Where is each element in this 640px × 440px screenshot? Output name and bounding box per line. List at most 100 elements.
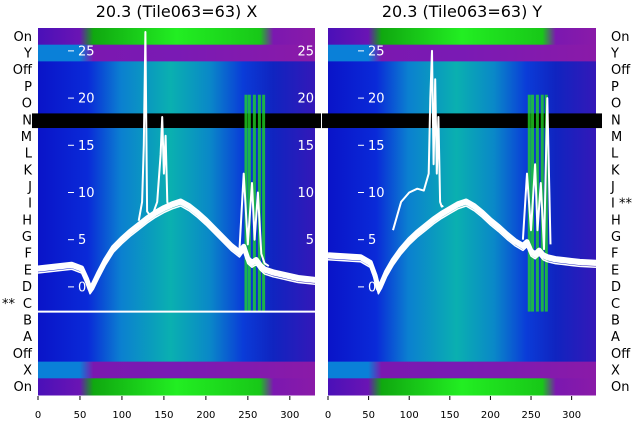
overlay-tick-label: 10 — [78, 186, 95, 201]
series-line — [327, 202, 597, 293]
masked-row — [32, 113, 321, 129]
row-label: O — [22, 97, 32, 112]
row-label: I — [611, 197, 615, 212]
row-label: Y — [610, 47, 619, 62]
row-label: J — [27, 180, 32, 195]
x-tick-label: 100 — [400, 410, 419, 421]
heatmap-row — [328, 294, 596, 313]
masked-row — [322, 113, 602, 129]
panel-x: 20.3 (Tile063=63) XOnYOffPONMLKJIHGFEDC*… — [2, 2, 321, 421]
series-line — [521, 97, 552, 251]
overlay-tick-label-right: 5 — [306, 233, 314, 248]
row-label: L — [25, 147, 33, 162]
row-label: I — [28, 197, 32, 212]
heatmap-row — [328, 311, 596, 329]
hot-streak — [252, 94, 256, 312]
heatmap-row — [38, 161, 315, 179]
x-tick-label: 50 — [74, 410, 87, 421]
overlay-tick-label-right: 25 — [297, 44, 314, 59]
overlay-tick-label: 0 — [78, 280, 86, 295]
row-label: G — [611, 230, 621, 245]
heatmap-row — [328, 61, 596, 79]
hot-streak — [262, 94, 266, 312]
series-line — [392, 49, 444, 231]
heatmap-row — [38, 211, 315, 229]
series-line — [37, 205, 316, 295]
row-label: F — [611, 247, 618, 262]
heatmap-row — [328, 78, 596, 96]
row-label: F — [25, 247, 32, 262]
row-label: On — [611, 30, 629, 45]
row-label: Off — [611, 347, 631, 362]
row-label: D — [22, 280, 32, 295]
chart-title: 20.3 (Tile063=63) X — [96, 2, 258, 21]
x-tick-label: 0 — [325, 410, 331, 421]
row-label: M — [21, 130, 32, 145]
x-tick-label: 0 — [35, 410, 41, 421]
row-label: X — [611, 363, 620, 378]
heatmap-row — [328, 211, 596, 229]
series-line — [37, 202, 316, 293]
overlay-tick-label-right: 15 — [297, 139, 314, 154]
overlay-tick-label-right: 20 — [297, 92, 314, 107]
series-line — [37, 198, 316, 292]
x-tick-label: 250 — [238, 410, 257, 421]
overlay-tick-label: 25 — [368, 44, 385, 59]
row-label: On — [14, 30, 32, 45]
row-label: On — [611, 380, 629, 395]
row-label: On — [14, 380, 32, 395]
chart-title: 20.3 (Tile063=63) Y — [382, 2, 543, 21]
row-label: X — [23, 363, 32, 378]
overlay-tick-label: 10 — [368, 186, 385, 201]
heatmap-row — [38, 28, 315, 46]
overlay-tick-label: 5 — [368, 233, 376, 248]
row-label: A — [611, 330, 620, 345]
row-label: Off — [13, 347, 33, 362]
heatmap-row — [38, 44, 315, 62]
hot-streak — [544, 94, 548, 312]
x-tick-label: 200 — [196, 410, 215, 421]
heatmap-row — [38, 78, 315, 96]
x-tick-label: 150 — [154, 410, 173, 421]
row-label: P — [611, 80, 619, 95]
row-label: B — [611, 313, 620, 328]
series-line — [137, 31, 173, 221]
row-label: O — [611, 97, 621, 112]
x-tick-label: 300 — [280, 410, 299, 421]
row-label: Off — [13, 63, 33, 78]
row-label: E — [611, 263, 619, 278]
row-label: J — [610, 180, 615, 195]
row-label: C — [611, 297, 620, 312]
row-label: H — [611, 213, 621, 228]
row-label: L — [611, 147, 619, 162]
row-marker: ** — [2, 297, 16, 312]
row-label: C — [23, 297, 32, 312]
row-label: Y — [23, 47, 32, 62]
series-line — [238, 172, 270, 267]
heatmap-row — [38, 378, 315, 396]
heatmap-row — [328, 344, 596, 363]
hot-streak — [247, 94, 251, 312]
overlay-tick-label: 25 — [78, 44, 95, 59]
x-tick-label: 100 — [112, 410, 131, 421]
x-tick-label: 200 — [481, 410, 500, 421]
row-label: A — [23, 330, 32, 345]
row-label: K — [611, 163, 620, 178]
heatmap-row — [38, 344, 315, 363]
heatmap-row — [328, 378, 596, 396]
row-label: B — [23, 313, 32, 328]
overlay-tick-label: 0 — [368, 280, 376, 295]
heatmap-row — [38, 328, 315, 346]
heatmap-row — [38, 294, 315, 313]
overlay-tick-label: 20 — [368, 92, 385, 107]
row-label: K — [23, 163, 32, 178]
series-line — [327, 205, 597, 295]
row-label: Off — [611, 63, 631, 78]
row-label: M — [611, 130, 622, 145]
heatmap-row — [38, 311, 315, 329]
heatmap-row — [38, 361, 315, 379]
heatmap-row — [328, 328, 596, 346]
overlay-tick-label: 20 — [78, 92, 95, 107]
